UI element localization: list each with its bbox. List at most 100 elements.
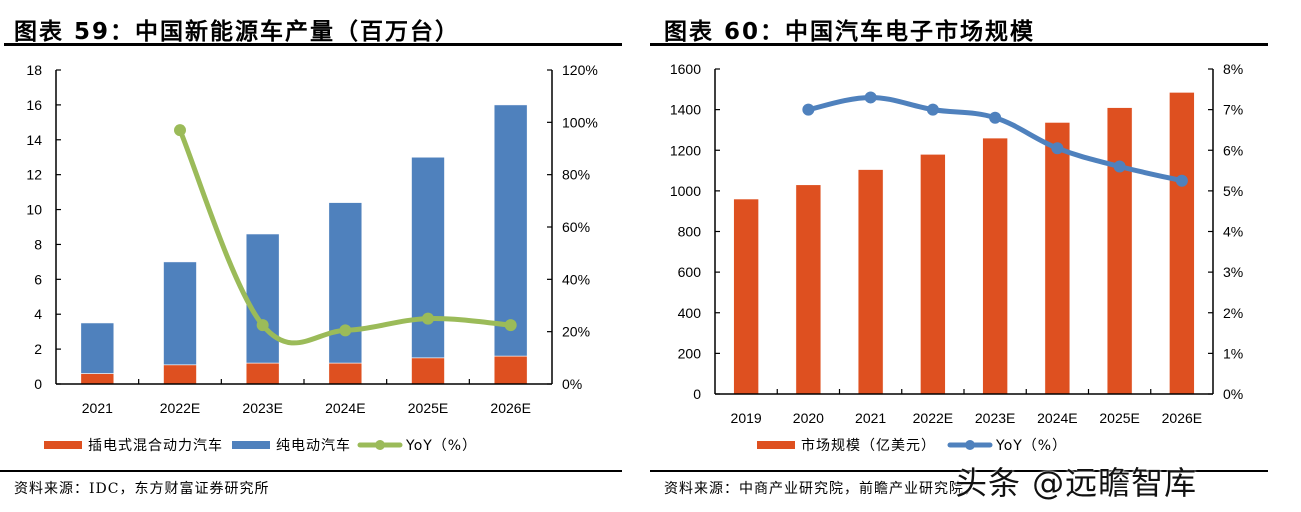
yoy-point-6: [1175, 174, 1188, 187]
yoy-point-3: [422, 312, 434, 325]
y2-tick-label: 1%: [1223, 345, 1243, 361]
yoy-point-5: [1113, 160, 1126, 173]
bar-1-2: [245, 233, 280, 364]
yoy-point-2: [339, 324, 352, 337]
y2-tick-label: 2%: [1223, 305, 1243, 321]
x-tick-label: 2024E: [325, 400, 365, 416]
source-divider: [650, 470, 1268, 472]
yoy-point-1: [864, 91, 877, 104]
y2-tick-label: 80%: [562, 167, 590, 183]
yoy-point-4: [1051, 142, 1064, 155]
source-note: 资料来源：IDC，东方财富证券研究所: [14, 481, 270, 497]
bar-1-5: [493, 104, 528, 357]
bar-0-2: [245, 362, 280, 385]
figure-60-title: 图表 60：中国汽车电子市场规模: [664, 19, 1036, 45]
x-tick-label: 2023E: [242, 400, 282, 416]
y-tick-label: 6: [34, 271, 42, 287]
y2-tick-label: 3%: [1223, 264, 1243, 280]
figure-60-panel: 图表 60：中国汽车电子市场规模 0 200 400 600 800 1000 1200 14…: [650, 0, 1301, 512]
bar-1-4: [411, 156, 445, 359]
bar-0-0: [733, 198, 759, 395]
legend-marker-1: [965, 440, 975, 450]
bar-0-3: [328, 362, 363, 385]
y2-tick-label: 20%: [562, 324, 590, 340]
yoy-point-4: [504, 319, 517, 332]
yoy-point-0: [802, 103, 815, 116]
y2-tick-label: 5%: [1223, 183, 1243, 199]
bar-0-0: [80, 373, 115, 385]
bar-1-3: [328, 202, 363, 364]
y2-tick-label: 120%: [562, 62, 598, 78]
y-tick-label: 1400: [670, 102, 701, 118]
source-note: 资料来源：中商产业研究院，前瞻产业研究院，: [664, 481, 979, 497]
bar-0-1: [795, 184, 822, 395]
auto-electronics-market-chart: 0 200 400 600 800 1000 1200 1400 1600 0% 1% 2% 3% 4% 5…: [670, 61, 1243, 454]
y2-tick-label: 8%: [1223, 61, 1243, 77]
yoy-line: [177, 127, 514, 346]
legend-swatch-0: [44, 441, 82, 449]
yoy-point-2: [926, 103, 939, 116]
x-tick-label: 2025E: [408, 400, 448, 416]
yoy-point-0: [174, 124, 186, 137]
legend-marker-2: [375, 440, 385, 450]
bar-0-1: [163, 364, 197, 385]
y-tick-label: 14: [26, 132, 42, 148]
y-tick-label: 2: [34, 341, 42, 357]
bar-1-1: [163, 261, 197, 366]
x-tick-label: 2024E: [1037, 410, 1077, 426]
legend-label-1: YoY（%）: [995, 438, 1067, 454]
source-divider: [0, 470, 622, 472]
legend-swatch-1: [232, 441, 270, 449]
bar-0-7: [1169, 92, 1195, 395]
legend-label-2: YoY（%）: [405, 438, 477, 454]
x-tick-label: 2021: [82, 400, 113, 416]
legend-label-1: 纯电动汽车: [276, 437, 351, 454]
bar-1-0: [80, 322, 115, 374]
watermark: 头条 @远瞻智库: [955, 464, 1198, 502]
yoy-point-3: [989, 111, 1002, 124]
y-tick-label: 400: [678, 305, 702, 321]
y-tick-label: 18: [26, 62, 42, 78]
legend-label-0: 市场规模（亿美元）: [801, 437, 936, 454]
x-tick-label: 2026E: [490, 400, 530, 416]
bar-0-5: [1044, 122, 1071, 395]
title-divider: [650, 43, 1268, 46]
y2-tick-label: 0%: [1223, 386, 1243, 402]
bar-0-5: [493, 355, 528, 385]
bar-0-4: [411, 357, 445, 385]
y-tick-label: 12: [26, 167, 42, 183]
x-tick-label: 2026E: [1162, 410, 1202, 426]
bar-0-6: [1106, 107, 1133, 395]
x-tick-label: 2025E: [1099, 410, 1139, 426]
figure-59-panel: 图表 59：中国新能源车产量（百万台） 0 2 4 6 8 10 12 14 16 18 0% 20%…: [0, 0, 650, 512]
yoy-point-1: [256, 319, 269, 332]
x-tick-label: 2022E: [913, 410, 953, 426]
x-tick-label: 2022E: [160, 400, 200, 416]
y2-tick-label: 6%: [1223, 142, 1243, 158]
y-tick-label: 16: [26, 97, 42, 113]
y-tick-label: 600: [678, 264, 702, 280]
y2-tick-label: 40%: [562, 271, 590, 287]
bar-0-2: [857, 169, 884, 395]
x-tick-label: 2019: [731, 410, 762, 426]
y-tick-label: 1600: [670, 61, 701, 77]
y-tick-label: 8: [34, 236, 42, 252]
figure-59-title: 图表 59：中国新能源车产量（百万台）: [14, 19, 461, 45]
y2-tick-label: 0%: [562, 376, 582, 392]
y-tick-label: 10: [26, 202, 42, 218]
bar-0-3: [920, 154, 946, 395]
y-tick-label: 0: [34, 376, 42, 392]
y-tick-label: 200: [678, 345, 702, 361]
y2-tick-label: 60%: [562, 219, 590, 235]
title-divider: [4, 43, 622, 46]
legend-swatch-0: [757, 441, 795, 449]
y-tick-label: 1000: [670, 183, 701, 199]
nev-production-chart: 0 2 4 6 8 10 12 14 16 18 0% 20% 40% 60% 80% 100% 120% 202…: [26, 62, 598, 454]
y-tick-label: 4: [34, 306, 42, 322]
y2-tick-label: 7%: [1223, 102, 1243, 118]
bar-0-4: [982, 137, 1008, 395]
y-tick-label: 800: [678, 224, 702, 240]
y2-tick-label: 100%: [562, 114, 598, 130]
y2-tick-label: 4%: [1223, 224, 1243, 240]
legend-label-0: 插电式混合动力汽车: [88, 437, 223, 454]
